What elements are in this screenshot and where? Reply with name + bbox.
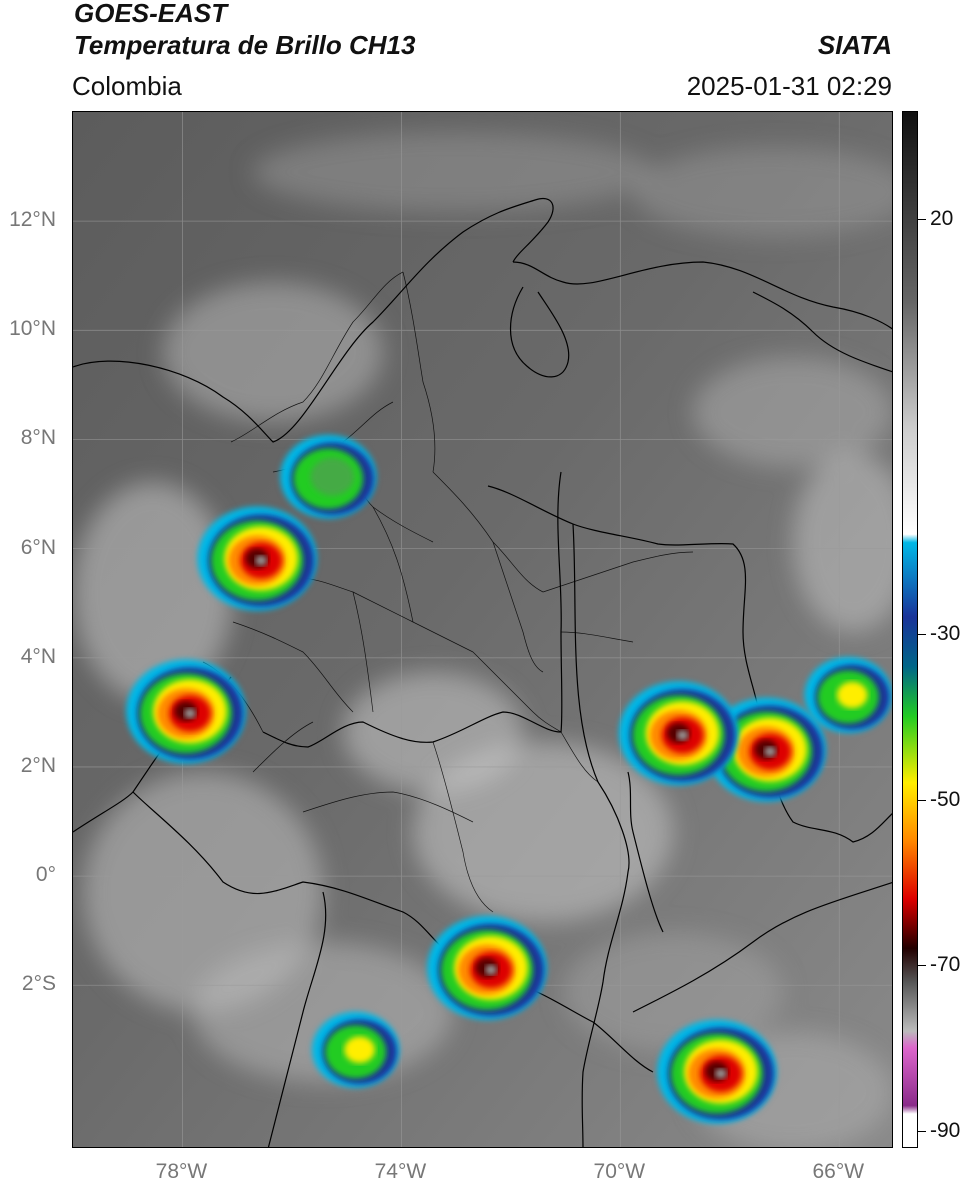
timestamp-label: 2025-01-31 02:29 — [686, 71, 892, 101]
lat-label: 12°N — [9, 208, 56, 232]
lat-label: 0° — [35, 863, 56, 887]
product-title: Temperatura de Brillo CH13 — [74, 30, 416, 60]
lat-label: 2°N — [20, 753, 56, 777]
colorbar-tick — [918, 799, 926, 801]
colorbar-tick — [918, 633, 926, 635]
convective-cell — [657, 1019, 777, 1124]
lat-label: 8°N — [20, 426, 56, 450]
colorbar-label: -70 — [930, 953, 961, 977]
satellite-map — [72, 111, 893, 1148]
convective-cell — [311, 1011, 400, 1088]
lat-label: 10°N — [9, 317, 56, 341]
temperature-colorbar — [902, 111, 918, 1148]
cloud-texture — [73, 132, 892, 1147]
lon-label: 78°W — [155, 1160, 208, 1183]
region-label: Colombia — [72, 71, 182, 101]
colorbar-label: -90 — [930, 1119, 961, 1143]
convective-cell — [618, 681, 739, 786]
convective-cell — [804, 656, 892, 733]
lon-label: 74°W — [374, 1160, 427, 1183]
satellite-title: GOES-EAST — [74, 0, 228, 28]
lat-label: 2°S — [21, 972, 56, 996]
colorbar-label: -50 — [930, 787, 961, 811]
colorbar-tick — [918, 218, 926, 220]
lat-label: 4°N — [20, 644, 56, 668]
convective-cell — [197, 506, 317, 611]
colorbar-label: 20 — [930, 206, 954, 230]
lon-label: 70°W — [593, 1160, 646, 1183]
colorbar-label: -30 — [930, 621, 961, 645]
colorbar-tick — [918, 1131, 926, 1133]
convective-cell — [280, 434, 377, 519]
lat-label: 6°N — [20, 535, 56, 559]
colorbar-tick — [918, 965, 926, 967]
convective-cell — [427, 915, 547, 1020]
map-canvas — [73, 112, 892, 1147]
convective-cell — [126, 659, 246, 764]
organization-label: SIATA — [817, 30, 892, 60]
convective-cells — [126, 434, 892, 1124]
lon-label: 66°W — [812, 1160, 865, 1183]
country-borders — [73, 198, 892, 1147]
